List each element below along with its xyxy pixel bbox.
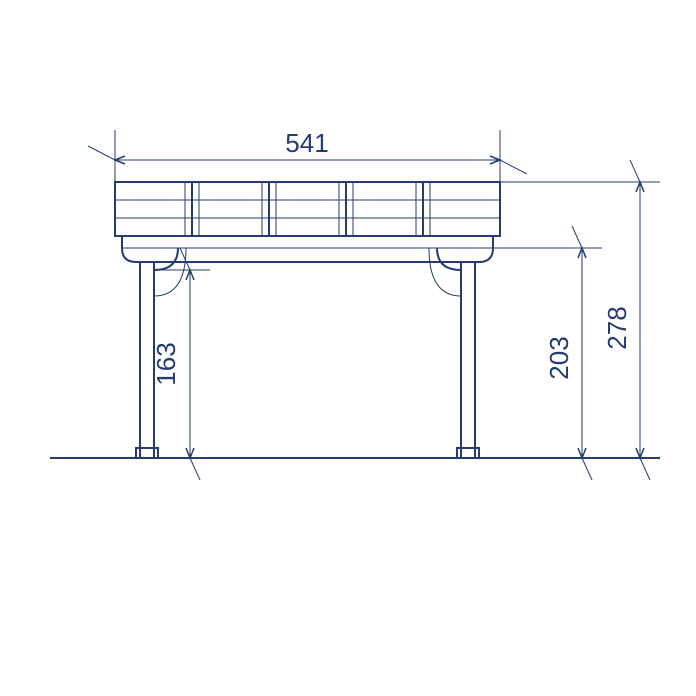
- dim-right-outer-label: 278: [602, 306, 632, 349]
- dim-left-label: 163: [151, 342, 181, 385]
- dim-top: 541: [88, 128, 527, 182]
- dim-right-inner-label: 203: [544, 336, 574, 379]
- technical-drawing: 541 163 203 278: [0, 0, 696, 696]
- leg-right: [429, 248, 479, 458]
- roof: [115, 182, 500, 236]
- dim-left: 163: [151, 248, 210, 480]
- dim-right-outer: 278: [479, 160, 660, 480]
- dim-top-label: 541: [285, 128, 328, 158]
- dim-right-inner: 203: [493, 226, 602, 480]
